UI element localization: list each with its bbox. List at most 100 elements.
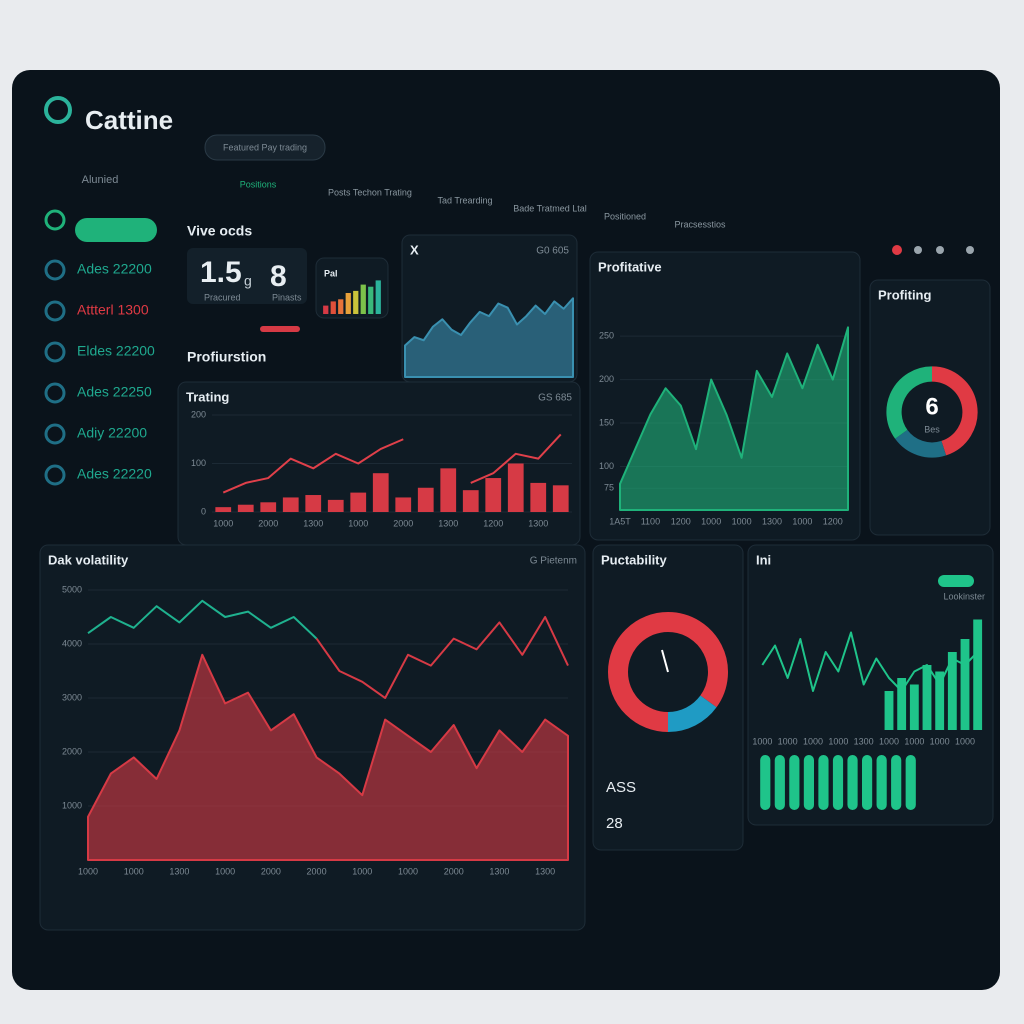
chart-subtitle: G0 605 (536, 246, 569, 257)
x-tick-label: 2000 (307, 866, 327, 876)
chart-title: Profitative (598, 259, 662, 274)
tab[interactable]: Tad Trearding (437, 195, 492, 205)
bar (884, 691, 894, 730)
pie-segment (931, 366, 978, 456)
y-tick-label: 4000 (62, 638, 82, 648)
tab[interactable]: Positions (240, 179, 277, 189)
x-tick-label: 1000 (124, 866, 144, 876)
x-tick-label: 1000 (752, 736, 772, 746)
y-tick-label: 250 (599, 330, 614, 340)
panel (592, 544, 744, 851)
kpi-heading: Vive ocds (187, 223, 252, 239)
chart-title: Pal (324, 268, 338, 278)
bar (305, 495, 322, 512)
icon[interactable] (966, 246, 974, 254)
area (87, 653, 569, 861)
badge (938, 575, 974, 587)
x-tick-label: 1300 (528, 518, 548, 528)
tab[interactable]: Positioned (604, 211, 646, 221)
nav-item[interactable]: Attterl 1300 (77, 302, 149, 318)
chart-title: Puctability (601, 552, 668, 567)
area (404, 297, 574, 378)
logo (44, 96, 72, 124)
x-tick-label: 1000 (879, 736, 899, 746)
x-tick-label: 1300 (169, 866, 189, 876)
donut-center: 6 (925, 393, 938, 420)
bar (507, 463, 524, 512)
bar (323, 305, 329, 314)
panel (869, 279, 991, 536)
bar (774, 755, 785, 810)
bar (862, 755, 873, 810)
x-tick-label: 1300 (535, 866, 555, 876)
x-tick-label: 1000 (348, 518, 368, 528)
x-tick-label: 1000 (701, 516, 721, 526)
line (222, 433, 562, 494)
x-tick-label: 2000 (261, 866, 281, 876)
panel (747, 544, 994, 826)
kpi-card (187, 248, 307, 304)
bar (847, 755, 858, 810)
x-tick-label: 1300 (303, 518, 323, 528)
x-tick-label: 1000 (398, 866, 418, 876)
x-tick-label: 1300 (438, 518, 458, 528)
y-tick-label: 1000 (62, 800, 82, 810)
badge-text: Lookinster (943, 591, 985, 601)
kpi-value: 1.5 (200, 256, 242, 289)
line (315, 616, 569, 699)
search[interactable] (204, 134, 326, 161)
nav-item[interactable]: Eldes 22200 (77, 343, 155, 359)
y-tick-label: 0 (201, 506, 206, 516)
x-tick-label: 1000 (215, 866, 235, 876)
tab[interactable]: Pracsesstios (674, 219, 726, 229)
app-title: Cattine (85, 105, 173, 135)
icon[interactable] (914, 246, 922, 254)
x-tick-label: 1000 (828, 736, 848, 746)
line (87, 599, 318, 640)
tab[interactable]: Posts Techon Trating (328, 187, 412, 197)
bar (891, 755, 902, 810)
nav-item[interactable]: Ades 22220 (77, 466, 152, 482)
status-dot[interactable] (892, 245, 902, 255)
bar (818, 755, 829, 810)
x-tick-label: 1100 (641, 516, 660, 526)
x-tick-label: 1000 (792, 516, 812, 526)
bar (909, 684, 919, 730)
nav-item[interactable]: Adiy 22200 (77, 425, 147, 441)
chart-title: Ini (756, 552, 771, 567)
bar (372, 473, 389, 512)
x-tick-label: 1000 (78, 866, 98, 876)
nav-active[interactable] (75, 218, 157, 242)
nav-icon (44, 259, 66, 281)
y-tick-label: 200 (191, 409, 206, 419)
x-tick-label: 1A5T (609, 516, 631, 526)
x-tick-label: 1300 (489, 866, 509, 876)
nav-icon (44, 209, 66, 231)
bar (530, 482, 547, 512)
tab[interactable]: Bade Tratmed Ltal (513, 203, 587, 213)
x-tick-label: 1000 (904, 736, 924, 746)
nav-icon (44, 300, 66, 322)
pie-segment (608, 612, 669, 732)
bar (215, 507, 232, 512)
x-tick-label: 1200 (483, 518, 503, 528)
gauge-needle (661, 649, 669, 673)
nav-item[interactable]: Ades 22250 (77, 384, 152, 400)
icon[interactable] (936, 246, 944, 254)
area (619, 326, 849, 511)
x-tick-label: 2000 (258, 518, 278, 528)
kpi-unit: g (244, 273, 252, 289)
bar (789, 755, 800, 810)
pie-segment (667, 612, 728, 708)
donut-label: Bes (924, 424, 940, 434)
bar (330, 301, 336, 314)
nav-item[interactable]: Ades 22200 (77, 261, 152, 277)
x-tick-label: 1300 (762, 516, 782, 526)
bar (368, 286, 374, 314)
nav-icon (44, 382, 66, 404)
indicator (260, 326, 300, 332)
chart-title: Profiting (878, 287, 931, 302)
bar (395, 497, 412, 512)
